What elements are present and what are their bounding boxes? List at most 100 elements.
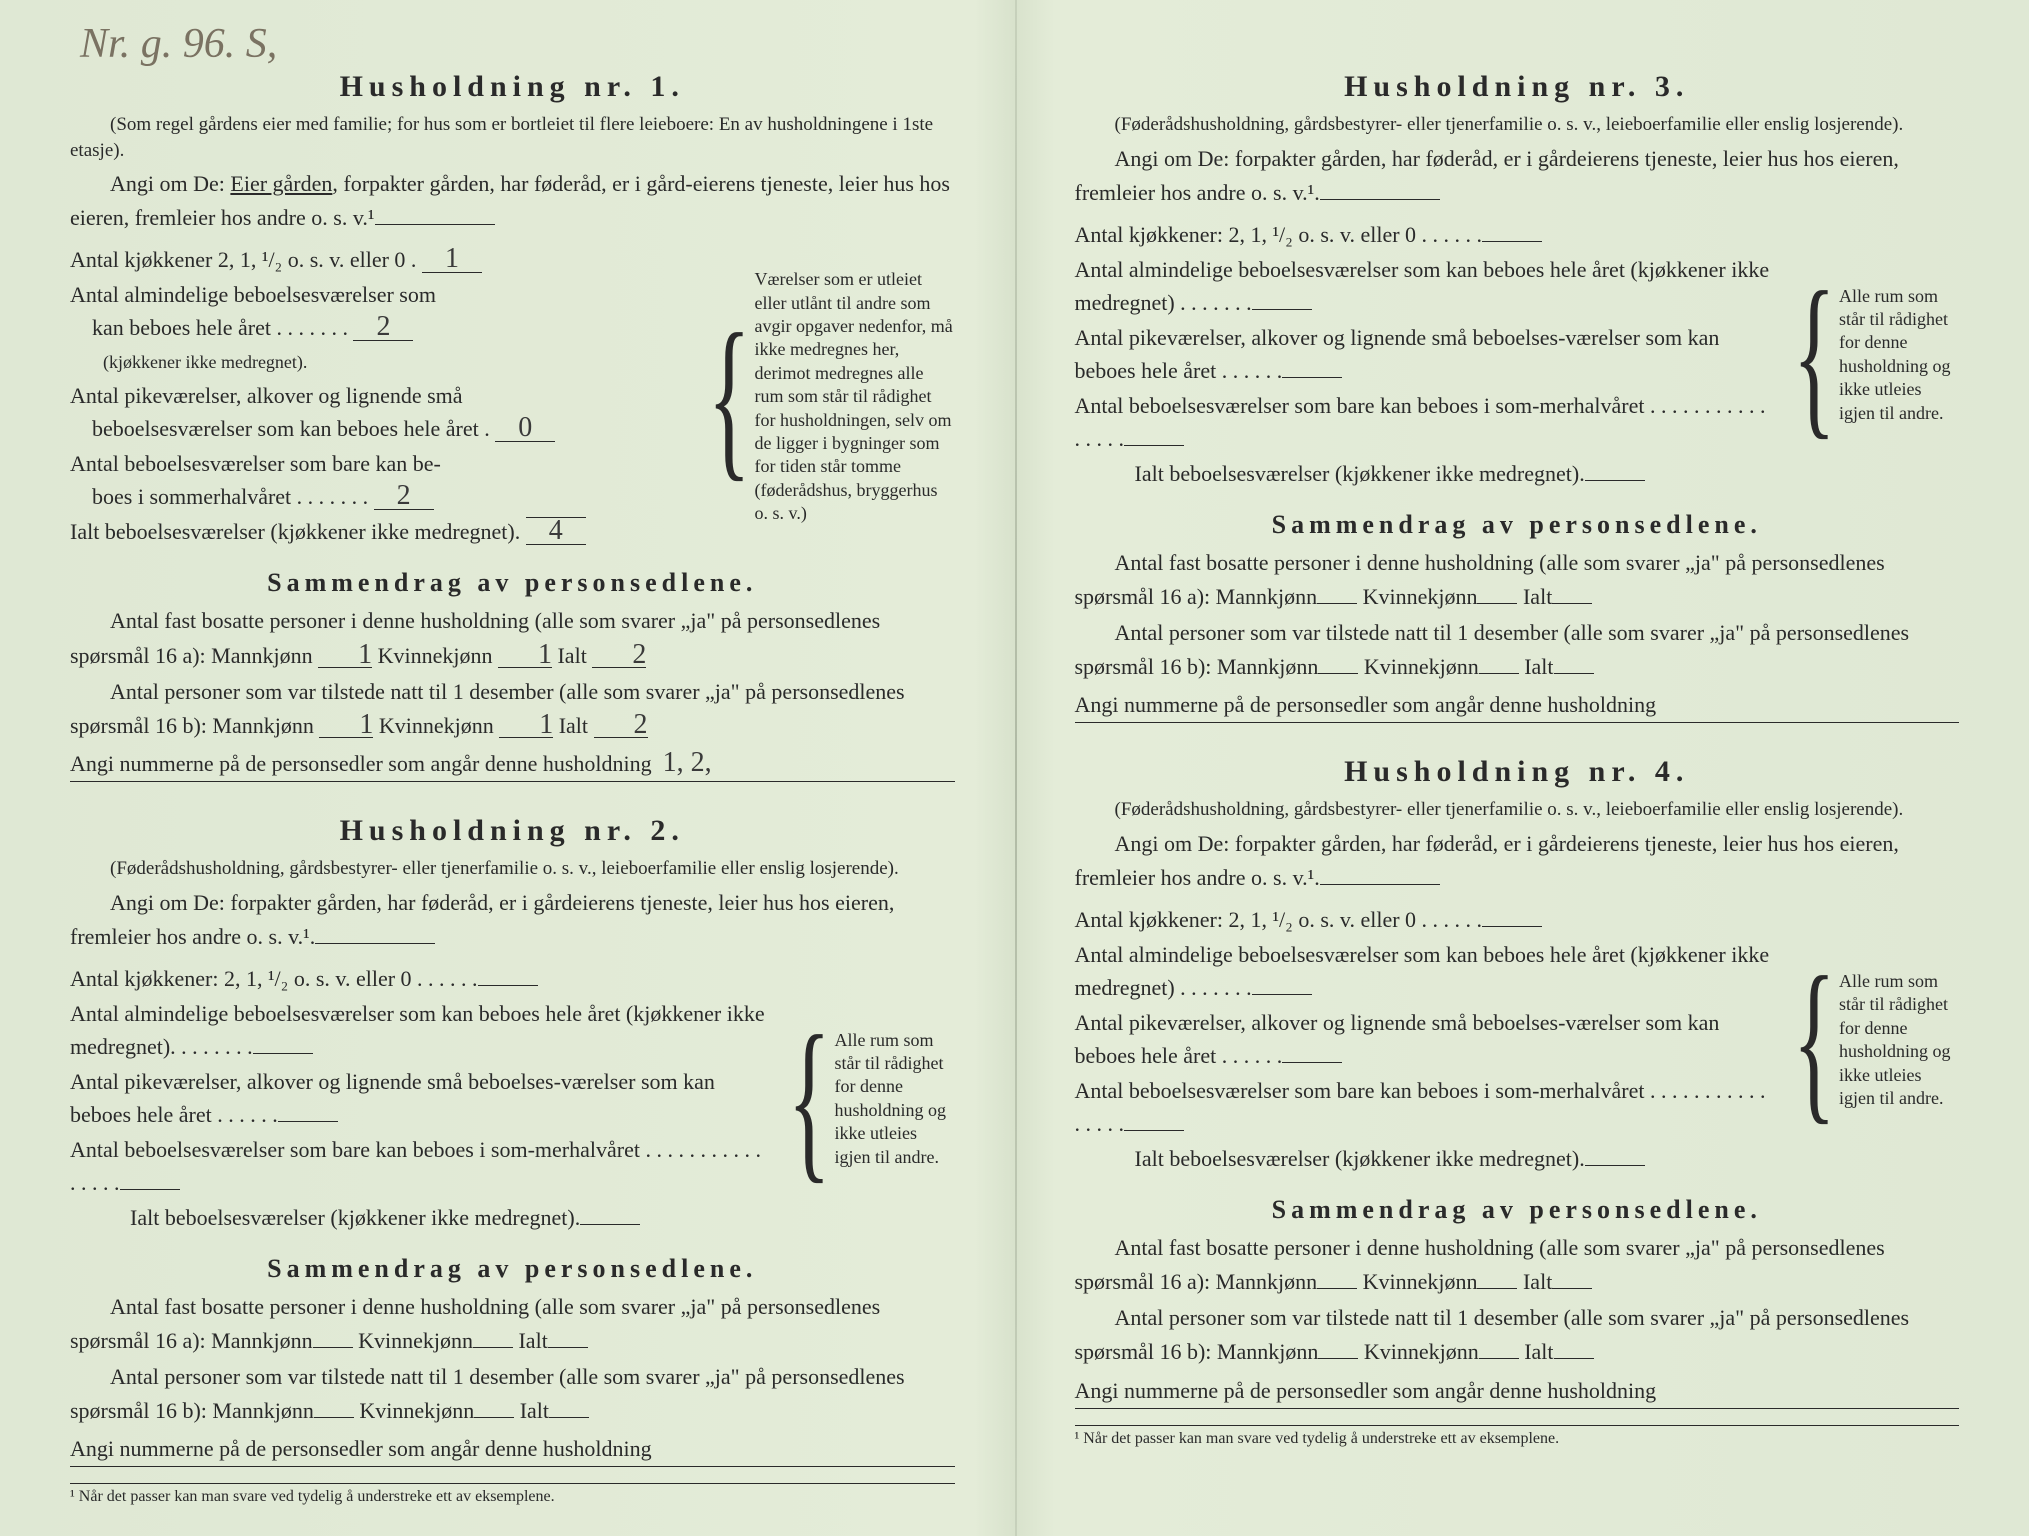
angi-prefix: Angi om De: (1115, 146, 1230, 171)
val-k (474, 1417, 514, 1418)
label-b: boes i sommerhalvåret . . . . . . . (92, 484, 368, 509)
val-k (1479, 673, 1519, 674)
val-i (1552, 1288, 1592, 1289)
household-1-rows: Antal kjøkkener 2, 1, ¹/₂ o. s. v. eller… (70, 243, 955, 550)
ilabel: Ialt (1524, 654, 1553, 679)
val-m (1318, 1358, 1358, 1359)
ilabel: Ialt (1523, 1269, 1552, 1294)
val-k: 1 (499, 712, 553, 738)
value (1482, 926, 1542, 927)
value: 1, 2, (657, 750, 717, 775)
text: Antal fast bosatte personer i denne hush… (70, 1294, 880, 1353)
label-small: (kjøkkener ikke medregnet). (103, 352, 307, 372)
row-ialt: Ialt beboelsesværelser (kjøkkener ikke m… (1075, 457, 1775, 490)
household-3-rows: Antal kjøkkener: 2, 1, ¹/₂ o. s. v. elle… (1075, 218, 1960, 492)
brace-col: { Alle rum som står til rådighet for den… (1789, 218, 1959, 492)
row-alm: Antal almindelige beboelsesværelser som … (70, 997, 770, 1063)
label: Antal kjøkkener: 2, 1, ¹/₂ o. s. v. elle… (70, 966, 478, 991)
val-m (1317, 1288, 1357, 1289)
value: 2 (353, 314, 413, 340)
ilabel: Ialt (518, 1328, 547, 1353)
brace-icon: { (1792, 218, 1835, 492)
row-alm: Antal almindelige beboelsesværelser som … (1075, 938, 1775, 1004)
label: Antal almindelige beboelsesværelser som … (1075, 942, 1770, 1000)
klabel: Kvinnekjønn (379, 713, 494, 738)
label: Ialt beboelsesværelser (kjøkkener ikke m… (130, 1205, 580, 1230)
label: Antal kjøkkener: 2, 1, ¹/₂ o. s. v. elle… (1075, 907, 1483, 932)
label-a: Antal almindelige beboelsesværelser som (70, 282, 436, 307)
household-3-numline: Angi nummerne på de personsedler som ang… (1075, 688, 1960, 723)
value (1252, 309, 1312, 310)
household-1-title: Husholdning nr. 1. (70, 70, 955, 104)
val-i (549, 1417, 589, 1418)
row-sommer: Antal beboelsesværelser som bare kan be-… (70, 447, 690, 513)
angi-prefix: Angi om De: (110, 890, 225, 915)
angi-prefix: Angi om De: (1115, 831, 1230, 856)
household-2-summary-title: Sammendrag av personsedlene. (70, 1254, 955, 1284)
footnote-left: ¹ Når det passer kan man svare ved tydel… (70, 1483, 955, 1506)
brace-icon: { (788, 962, 831, 1236)
household-3-s16b: Antal personer som var tilstede natt til… (1075, 616, 1960, 684)
row-pike: Antal pikeværelser, alkover og lignende … (1075, 321, 1775, 387)
value (253, 1053, 313, 1054)
row-alm: Antal almindelige beboelsesværelser som … (1075, 253, 1775, 319)
text: Antal fast bosatte personer i denne hush… (1075, 1235, 1885, 1294)
value (580, 1224, 640, 1225)
label: Antal kjøkkener: 2, 1, ¹/₂ o. s. v. elle… (1075, 222, 1483, 247)
klabel: Kvinnekjønn (1364, 1339, 1479, 1364)
val-i (1554, 1358, 1594, 1359)
household-1-summary-title: Sammendrag av personsedlene. (70, 568, 955, 598)
val-m: 1 (318, 642, 372, 668)
row-ialt: Ialt beboelsesværelser (kjøkkener ikke m… (70, 515, 690, 548)
ilabel: Ialt (520, 1398, 549, 1423)
household-1-angi: Angi om De: Eier gården, forpakter gårde… (70, 167, 955, 235)
value (1585, 480, 1645, 481)
val-i (1554, 673, 1594, 674)
label: Angi nummerne på de personsedler som ang… (70, 751, 652, 776)
row-ialt: Ialt beboelsesværelser (kjøkkener ikke m… (1075, 1142, 1775, 1175)
label: Antal beboelsesværelser som bare kan beb… (70, 1137, 761, 1195)
value (1252, 994, 1312, 995)
angi-fill (1320, 199, 1440, 200)
brace-icon: { (708, 243, 751, 550)
household-2-numline: Angi nummerne på de personsedler som ang… (70, 1432, 955, 1467)
klabel: Kvinnekjønn (1363, 1269, 1478, 1294)
brace-col: { Alle rum som står til rådighet for den… (784, 962, 954, 1236)
val-m (1318, 673, 1358, 674)
row-ialt: Ialt beboelsesværelser (kjøkkener ikke m… (70, 1201, 770, 1234)
angi-fill (315, 943, 435, 944)
klabel: Kvinnekjønn (1363, 584, 1478, 609)
label: Antal beboelsesværelser som bare kan beb… (1075, 393, 1766, 451)
household-4-numline: Angi nummerne på de personsedler som ang… (1075, 1374, 1960, 1409)
angi-underlined: Eier gården (230, 171, 332, 196)
text: Antal personer som var tilstede natt til… (1075, 620, 1910, 679)
footnote-right: ¹ Når det passer kan man svare ved tydel… (1075, 1425, 1960, 1448)
label: Antal almindelige beboelsesværelser som … (1075, 257, 1770, 315)
household-1-numline: Angi nummerne på de personsedler som ang… (70, 747, 955, 782)
label-a: Antal pikeværelser, alkover og lignende … (70, 383, 463, 408)
angi-fill (375, 224, 495, 225)
brace-col: { Værelser som er utleiet eller utlånt t… (704, 243, 954, 550)
household-2-rows: Antal kjøkkener: 2, 1, ¹/₂ o. s. v. elle… (70, 962, 955, 1236)
klabel: Kvinnekjønn (359, 1398, 474, 1423)
household-3-title: Husholdning nr. 3. (1075, 70, 1960, 104)
ilabel: Ialt (559, 713, 588, 738)
row-sommer: Antal beboelsesværelser som bare kan beb… (70, 1133, 770, 1199)
val-m: 1 (319, 712, 373, 738)
value (120, 1189, 180, 1190)
value (1124, 1130, 1184, 1131)
sidenote: Alle rum som står til rådighet for denne… (1839, 903, 1959, 1177)
label: Antal almindelige beboelsesværelser som … (70, 1001, 765, 1059)
household-1-subtitle: (Som regel gårdens eier med familie; for… (70, 112, 955, 163)
val-m (1317, 603, 1357, 604)
val-k (1477, 1288, 1517, 1289)
val-k: 1 (498, 642, 552, 668)
row-sommer: Antal beboelsesværelser som bare kan beb… (1075, 1074, 1775, 1140)
label-b: beboelsesværelser som kan beboes hele år… (92, 416, 490, 441)
text: Antal fast bosatte personer i denne hush… (1075, 550, 1885, 609)
label: Angi nummerne på de personsedler som ang… (1075, 692, 1657, 717)
value (1282, 377, 1342, 378)
household-4-rows: Antal kjøkkener: 2, 1, ¹/₂ o. s. v. elle… (1075, 903, 1960, 1177)
household-2-s16b: Antal personer som var tilstede natt til… (70, 1360, 955, 1428)
row-sommer: Antal beboelsesværelser som bare kan beb… (1075, 389, 1775, 455)
